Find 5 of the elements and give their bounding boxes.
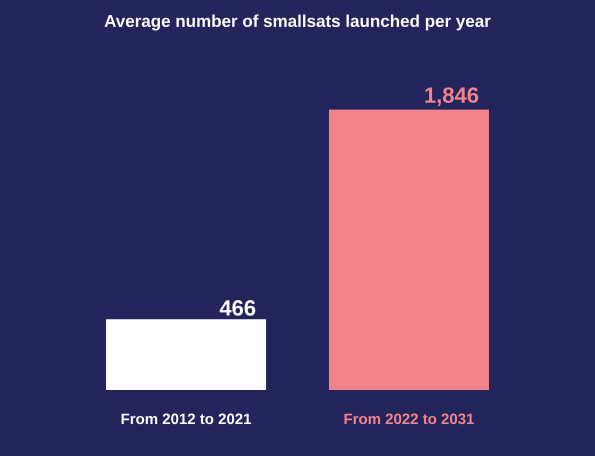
data-label: 1,846 — [425, 87, 478, 106]
x-tick-label: From 2022 to 2031 — [344, 414, 474, 424]
data-label: 466 — [220, 300, 256, 316]
x-tick-label: From 2012 to 2021 — [122, 414, 252, 424]
chart-title: Average number of smallsats launched per year — [104, 14, 491, 30]
